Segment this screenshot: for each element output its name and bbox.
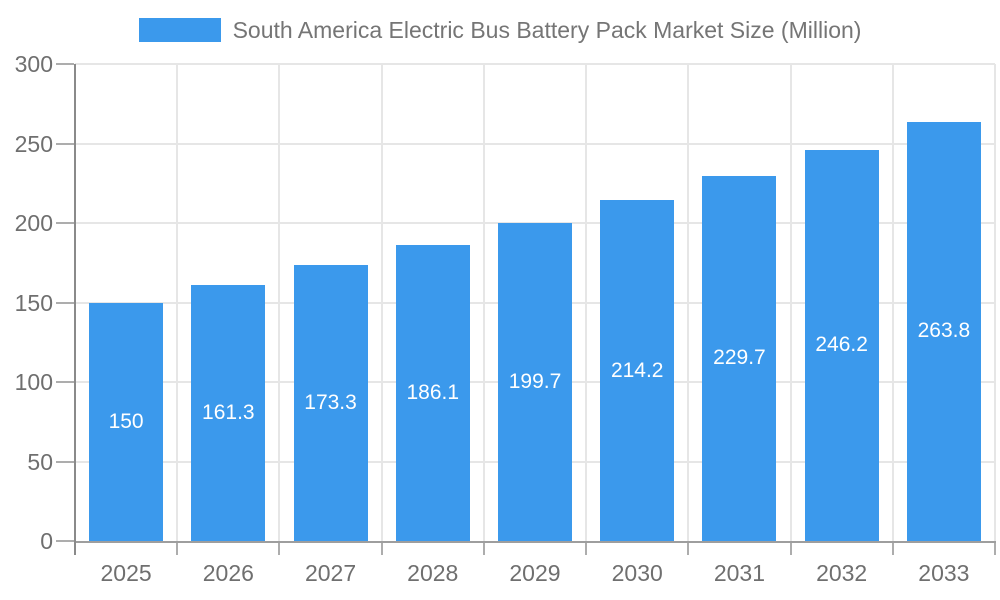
x-gridline: [891, 64, 894, 541]
plot-area: 0 50 100 150 200 250 300 150 2025 161.3 2026 173.3 2…: [15, 52, 996, 585]
x-axis-line: [74, 541, 996, 543]
bar[interactable]: 229.7: [702, 175, 777, 541]
y-axis-tick: [56, 222, 74, 224]
x-axis-tick: [994, 541, 996, 555]
bar[interactable]: 214.2: [600, 200, 675, 541]
x-axis-tick: [278, 541, 281, 555]
bar-value-label: 214.2: [610, 358, 664, 382]
bar[interactable]: 150: [89, 302, 164, 541]
bar-value-label: 229.7: [713, 346, 766, 370]
y-axis-label: 150: [14, 289, 53, 316]
x-axis-tick: [380, 541, 383, 555]
y-axis-line: [74, 64, 76, 555]
bar[interactable]: 186.1: [395, 245, 470, 541]
x-axis-label: 2025: [100, 560, 152, 586]
bar-value-label: 199.7: [508, 370, 562, 394]
x-gridline: [687, 64, 690, 541]
x-gridline: [278, 64, 281, 541]
bar-value-label: 161.3: [202, 400, 255, 424]
bar[interactable]: 246.2: [804, 149, 879, 541]
x-axis-label: 2030: [611, 560, 663, 586]
x-axis-tick: [482, 541, 485, 555]
x-gridline: [176, 64, 179, 541]
y-axis-label: 250: [14, 130, 53, 157]
x-gridline: [994, 64, 996, 541]
x-axis-tick: [176, 541, 179, 555]
y-axis-label: 50: [27, 448, 53, 475]
bar[interactable]: 173.3: [293, 265, 368, 541]
bar[interactable]: 161.3: [191, 284, 266, 541]
x-axis-label: 2031: [713, 560, 766, 586]
bar-value-label: 150: [108, 409, 144, 433]
y-axis-label: 200: [14, 210, 53, 236]
x-axis-label: 2028: [407, 560, 459, 586]
x-axis-label: 2026: [202, 560, 254, 586]
y-gridline: [75, 142, 995, 145]
x-axis-tick: [687, 541, 690, 555]
legend-swatch[interactable]: [138, 18, 221, 42]
bar-value-label: 263.8: [917, 319, 971, 343]
x-gridline: [585, 64, 588, 541]
x-gridline: [789, 64, 792, 541]
y-axis-label: 100: [14, 369, 53, 395]
y-axis-tick: [56, 381, 74, 383]
y-axis-label: 300: [14, 51, 53, 77]
y-gridline: [75, 63, 995, 65]
y-axis-tick: [56, 540, 74, 542]
bar[interactable]: 263.8: [906, 121, 981, 541]
bar[interactable]: 199.7: [498, 223, 572, 541]
x-axis-tick: [789, 541, 792, 555]
bar-value-label: 173.3: [304, 391, 357, 415]
y-gridline: [75, 222, 995, 224]
x-axis-label: 2033: [918, 560, 970, 586]
x-axis-tick: [891, 541, 894, 555]
legend[interactable]: South America Electric Bus Battery Pack …: [0, 16, 1000, 44]
y-axis-label: 0: [40, 528, 53, 554]
y-axis-tick: [56, 301, 74, 304]
x-axis-label: 2027: [304, 560, 357, 586]
x-gridline: [380, 64, 383, 541]
x-gridline: [482, 64, 485, 541]
x-axis-tick: [585, 541, 588, 555]
chart-title: South America Electric Bus Battery Pack …: [232, 17, 862, 43]
x-axis-label: 2029: [509, 560, 561, 586]
bar-value-label: 186.1: [406, 381, 460, 405]
y-axis-tick: [56, 142, 74, 145]
bar-value-label: 246.2: [815, 333, 868, 357]
y-axis-tick: [56, 460, 74, 463]
y-axis-tick: [56, 63, 74, 65]
x-axis-label: 2032: [816, 560, 868, 586]
